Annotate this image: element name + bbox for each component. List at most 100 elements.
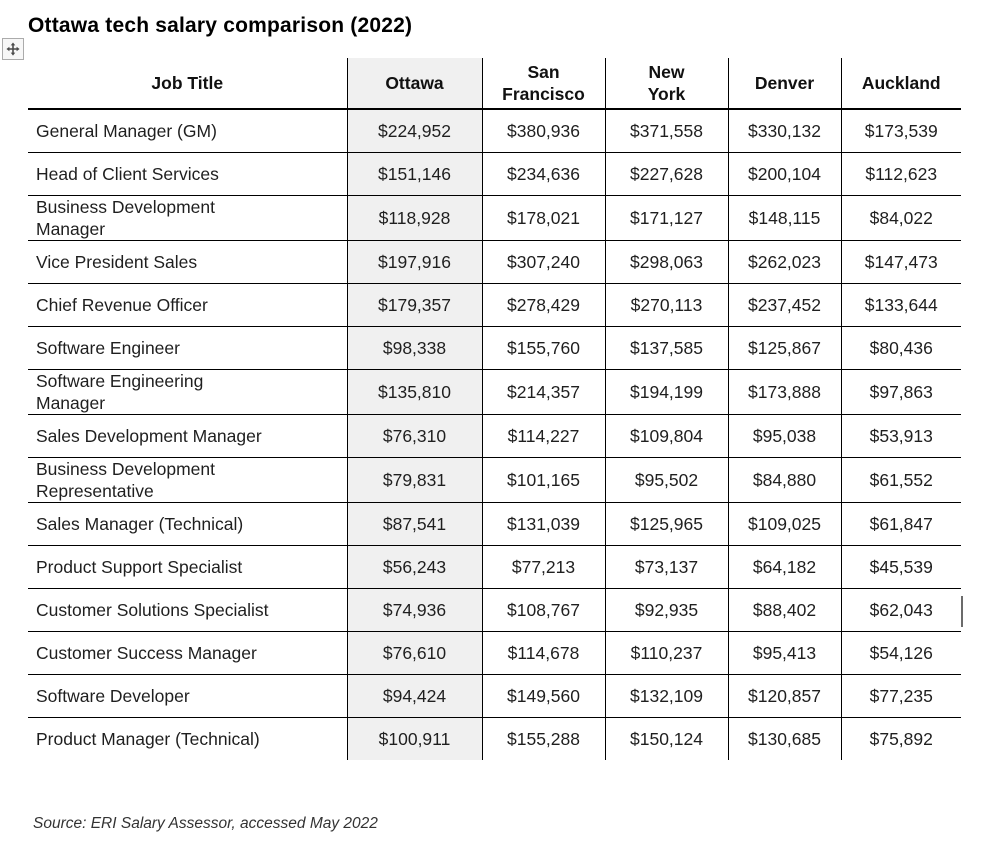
job-title-cell: Product Support Specialist — [28, 545, 347, 590]
salary-cell: $151,146 — [346, 152, 482, 196]
table-row: Software Engineer $98,338 $155,760 $137,585… — [28, 326, 961, 371]
salary-cell: $95,413 — [727, 631, 841, 676]
salary-cell: $101,165 — [481, 457, 605, 504]
salary-cell: $100,911 — [346, 717, 482, 761]
salary-table-header: Job Title Ottawa San Francisco New York … — [28, 58, 961, 110]
source-note: Source: ERI Salary Assessor, accessed Ma… — [33, 815, 378, 832]
salary-cell: $84,022 — [840, 195, 961, 242]
salary-cell: $61,847 — [840, 502, 961, 547]
job-title-cell: Sales Manager (Technical) — [28, 502, 347, 547]
salary-cell: $109,804 — [604, 414, 728, 459]
salary-cell: $155,288 — [481, 717, 605, 761]
salary-cell: $173,539 — [840, 109, 961, 153]
page-title: Ottawa tech salary comparison (2022) — [28, 14, 413, 37]
table-row: Business Development Manager $118,928 $178… — [28, 195, 961, 242]
header-row: Job Title Ottawa San Francisco New York … — [28, 58, 961, 110]
job-title-cell: Head of Client Services — [28, 152, 347, 196]
job-title-cell: Software Engineering Manager — [28, 369, 347, 416]
salary-cell: $237,452 — [727, 283, 841, 328]
salary-cell: $262,023 — [727, 240, 841, 285]
salary-cell: $380,936 — [481, 109, 605, 153]
salary-cell: $64,182 — [727, 545, 841, 590]
salary-cell: $171,127 — [604, 195, 728, 242]
salary-cell: $214,357 — [481, 369, 605, 416]
salary-cell: $74,936 — [346, 588, 482, 633]
salary-cell: $94,424 — [346, 674, 482, 719]
salary-cell: $173,888 — [727, 369, 841, 416]
salary-cell: $56,243 — [346, 545, 482, 590]
salary-cell: $178,021 — [481, 195, 605, 242]
job-title-cell: Customer Success Manager — [28, 631, 347, 676]
salary-cell: $371,558 — [604, 109, 728, 153]
table-row: Head of Client Services $151,146 $234,636 $… — [28, 152, 961, 196]
salary-cell: $45,539 — [840, 545, 961, 590]
salary-cell: $197,916 — [346, 240, 482, 285]
salary-cell: $97,863 — [840, 369, 961, 416]
table-row: Customer Success Manager $76,610 $114,678 $… — [28, 631, 961, 676]
job-title-cell: General Manager (GM) — [28, 109, 347, 153]
salary-cell: $120,857 — [727, 674, 841, 719]
salary-cell: $76,610 — [346, 631, 482, 676]
salary-cell: $95,502 — [604, 457, 728, 504]
salary-cell: $112,623 — [840, 152, 961, 196]
salary-cell: $132,109 — [604, 674, 728, 719]
column-header-auckland: Auckland — [840, 58, 961, 110]
column-header-new-york: New York — [604, 58, 728, 110]
salary-cell: $92,935 — [604, 588, 728, 633]
move-icon — [6, 42, 20, 56]
job-title-cell: Vice President Sales — [28, 240, 347, 285]
salary-cell: $130,685 — [727, 717, 841, 761]
column-header-san-francisco: San Francisco — [481, 58, 605, 110]
job-title-cell: Customer Solutions Specialist — [28, 588, 347, 633]
salary-cell: $84,880 — [727, 457, 841, 504]
salary-cell: $135,810 — [346, 369, 482, 416]
job-title-cell: Business Development Manager — [28, 195, 347, 242]
table-move-handle[interactable] — [2, 38, 24, 60]
salary-cell: $330,132 — [727, 109, 841, 153]
salary-cell: $77,235 — [840, 674, 961, 719]
salary-table-body: General Manager (GM) $224,952 $380,936 $371… — [28, 109, 961, 761]
salary-cell: $125,965 — [604, 502, 728, 547]
salary-cell: $61,552 — [840, 457, 961, 504]
salary-cell: $80,436 — [840, 326, 961, 371]
salary-cell: $88,402 — [727, 588, 841, 633]
salary-cell: $278,429 — [481, 283, 605, 328]
salary-cell: $298,063 — [604, 240, 728, 285]
salary-cell: $234,636 — [481, 152, 605, 196]
salary-cell: $147,473 — [840, 240, 961, 285]
salary-cell: $73,137 — [604, 545, 728, 590]
salary-cell: $131,039 — [481, 502, 605, 547]
salary-cell: $110,237 — [604, 631, 728, 676]
salary-cell: $114,227 — [481, 414, 605, 459]
salary-cell: $79,831 — [346, 457, 482, 504]
salary-cell: $148,115 — [727, 195, 841, 242]
salary-cell: $137,585 — [604, 326, 728, 371]
salary-cell: $98,338 — [346, 326, 482, 371]
salary-cell: $307,240 — [481, 240, 605, 285]
salary-cell: $53,913 — [840, 414, 961, 459]
salary-cell: $155,760 — [481, 326, 605, 371]
job-title-cell: Software Engineer — [28, 326, 347, 371]
salary-cell: $109,025 — [727, 502, 841, 547]
job-title-cell: Product Manager (Technical) — [36, 729, 260, 750]
job-title-cell: Software Developer — [28, 674, 347, 719]
table-row: Sales Development Manager $76,310 $114,227… — [28, 414, 961, 459]
table-row: Product Support Specialist $56,243 $77,213… — [28, 545, 961, 590]
salary-cell: $77,213 — [481, 545, 605, 590]
column-header-ottawa: Ottawa — [346, 58, 482, 110]
table-row: Sales Manager (Technical) $87,541 $131,039… — [28, 502, 961, 547]
salary-cell: $114,678 — [481, 631, 605, 676]
salary-cell: $75,892 — [840, 717, 961, 761]
salary-table: Job Title Ottawa San Francisco New York … — [28, 58, 961, 761]
table-row: Vice President Sales $197,916 $307,240 $298… — [28, 240, 961, 285]
text-cursor — [961, 596, 963, 627]
salary-cell: $133,644 — [840, 283, 961, 328]
salary-cell: $149,560 — [481, 674, 605, 719]
salary-cell: $150,124 — [604, 717, 728, 761]
table-row: Customer Solutions Specialist $74,936 $108… — [28, 588, 961, 633]
table-row: General Manager (GM) $224,952 $380,936 $371… — [28, 109, 961, 153]
salary-cell: $54,126 — [840, 631, 961, 676]
salary-cell: $87,541 — [346, 502, 482, 547]
salary-cell: $108,767 — [481, 588, 605, 633]
table-row: Business Development Representative $79,8… — [28, 457, 961, 504]
